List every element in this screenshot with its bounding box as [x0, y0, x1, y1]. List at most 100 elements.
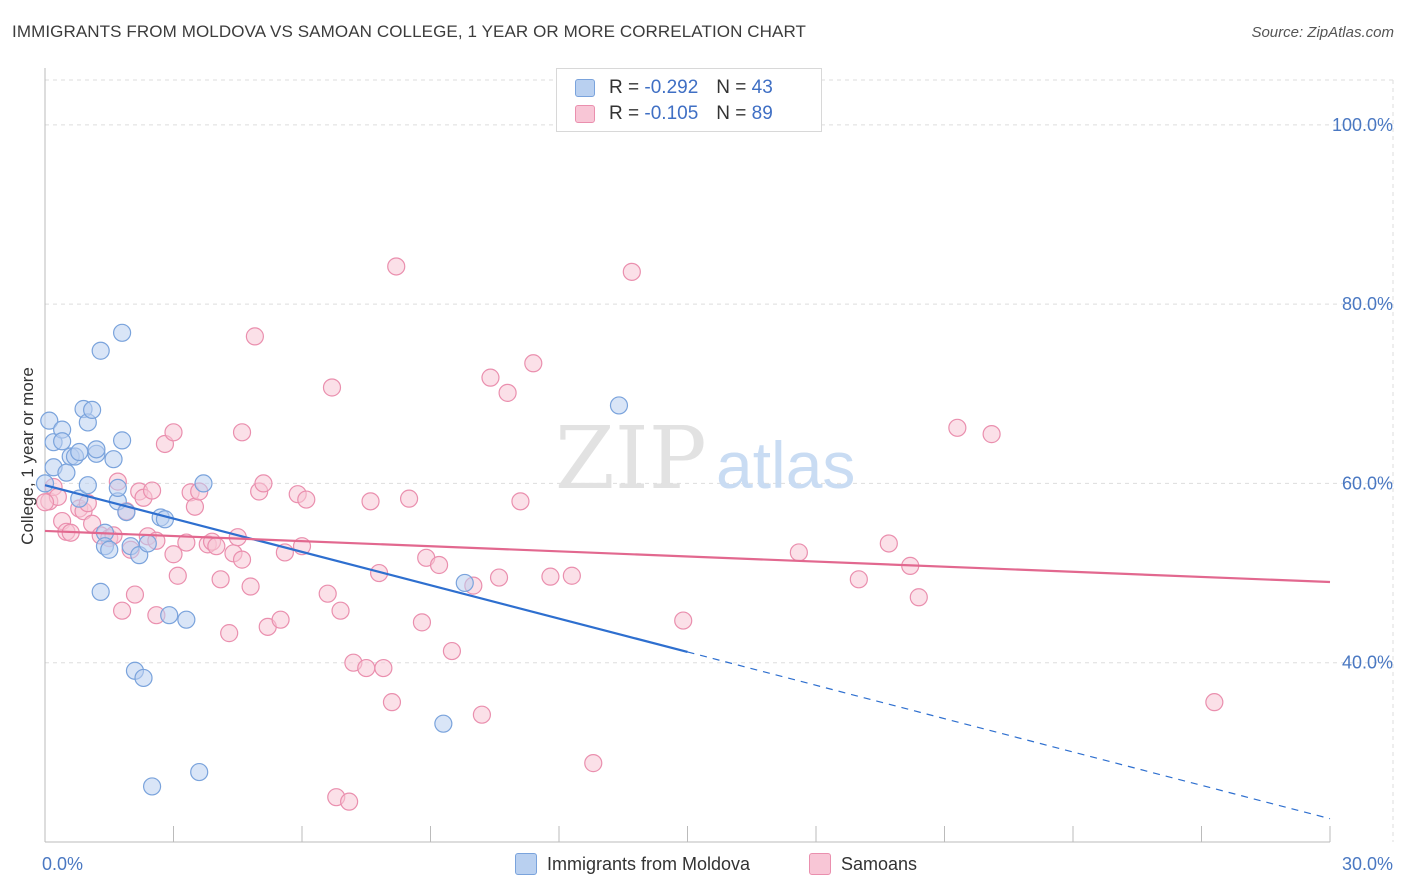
data-point	[142, 777, 162, 796]
legend-label-moldova: Immigrants from Moldova	[547, 853, 751, 874]
data-point	[168, 566, 187, 585]
data-point	[211, 570, 230, 589]
y-tick-label: 100.0%	[1332, 115, 1393, 135]
data-point	[1205, 693, 1224, 712]
data-point	[562, 566, 581, 585]
trendlines	[44, 484, 1331, 820]
legend-item-samoans: Samoans	[809, 852, 917, 876]
legend-r-label: R =	[609, 77, 640, 98]
data-point	[164, 545, 183, 564]
data-point	[498, 383, 517, 402]
legend-item-moldova: Immigrants from Moldova	[515, 852, 750, 876]
data-point	[91, 582, 110, 601]
legend-n-label: N =	[716, 103, 747, 124]
data-point	[584, 754, 603, 773]
data-point	[35, 474, 55, 493]
data-point	[789, 543, 808, 562]
source-credit: Source: ZipAtlas.com	[1251, 24, 1394, 41]
data-point	[83, 400, 102, 420]
data-point	[134, 668, 153, 688]
legend-r-value: -0.292	[644, 77, 699, 98]
y-tick-labels: 40.0% 60.0% 80.0% 100.0%	[1332, 115, 1393, 673]
stats-legend: R = -0.292 N = 43 R = -0.105 N = 89	[556, 68, 822, 132]
x-tick-label: 0.0%	[42, 854, 83, 874]
data-point	[112, 601, 132, 620]
y-axis-label: College, 1 year or more	[18, 367, 37, 545]
legend-r-value: -0.105	[644, 103, 699, 124]
data-point	[220, 624, 239, 643]
data-point	[194, 474, 213, 493]
data-point	[78, 476, 97, 495]
data-point	[879, 534, 898, 553]
watermark-atlas: atlas	[716, 428, 855, 502]
data-point	[177, 610, 196, 629]
data-point	[849, 570, 868, 589]
data-point	[442, 641, 462, 661]
data-point	[185, 497, 205, 516]
legend-swatch-blue	[575, 79, 595, 97]
data-point	[232, 423, 252, 442]
trendline-samoans	[44, 529, 1331, 584]
watermark-zip: ZIP	[555, 409, 707, 509]
data-point	[399, 489, 419, 508]
data-point	[357, 658, 376, 678]
trendline-moldova-extension	[687, 651, 1331, 820]
legend-label-samoans: Samoans	[841, 853, 918, 874]
data-point	[108, 478, 127, 497]
data-point	[382, 693, 402, 712]
moldova-points	[35, 323, 629, 796]
chart-title: IMMIGRANTS FROM MOLDOVA VS SAMOAN COLLEG…	[12, 22, 807, 41]
data-point	[138, 534, 157, 553]
data-point	[387, 257, 406, 276]
data-point	[297, 490, 316, 509]
y-tick-label: 60.0%	[1342, 473, 1393, 493]
data-point	[609, 396, 629, 415]
x-tick-label: 30.0%	[1342, 854, 1393, 874]
data-point	[361, 492, 380, 511]
data-point	[40, 411, 59, 430]
data-point	[472, 705, 491, 724]
data-point	[104, 450, 123, 469]
data-point	[57, 463, 76, 482]
data-point	[207, 537, 226, 556]
data-point	[541, 567, 560, 586]
data-point	[524, 354, 543, 373]
legend-row-moldova: R = -0.292 N = 43	[575, 77, 773, 99]
data-point	[455, 573, 474, 593]
data-point	[948, 418, 967, 437]
data-point	[340, 792, 359, 811]
samoans-points	[35, 257, 1224, 811]
data-point	[232, 550, 252, 569]
trendline-moldova	[44, 484, 688, 654]
data-point	[53, 432, 72, 451]
legend-swatch-pink	[809, 853, 831, 875]
data-point	[331, 601, 350, 620]
data-point	[155, 510, 175, 529]
data-point	[91, 341, 110, 360]
data-point	[190, 762, 209, 782]
legend-row-samoans: R = -0.105 N = 89	[575, 103, 773, 125]
watermark: ZIP atlas	[555, 409, 855, 509]
legend-n-value: 89	[751, 103, 773, 124]
data-point	[112, 431, 132, 450]
data-point	[622, 262, 641, 281]
data-point	[489, 568, 509, 587]
data-point	[429, 555, 449, 575]
data-point	[481, 368, 500, 387]
data-point	[142, 481, 162, 500]
data-point	[241, 577, 260, 596]
legend-r-label: R =	[609, 103, 640, 124]
legend-n-label: N =	[716, 77, 747, 98]
data-point	[982, 425, 1001, 444]
data-point	[674, 611, 693, 630]
data-point	[318, 584, 337, 603]
data-point	[412, 613, 432, 632]
data-point	[177, 533, 196, 552]
data-point	[254, 474, 273, 493]
legend-n-value: 43	[751, 77, 773, 98]
data-point	[87, 440, 106, 459]
data-point	[245, 327, 264, 346]
data-point	[125, 585, 145, 604]
data-point	[511, 492, 530, 511]
